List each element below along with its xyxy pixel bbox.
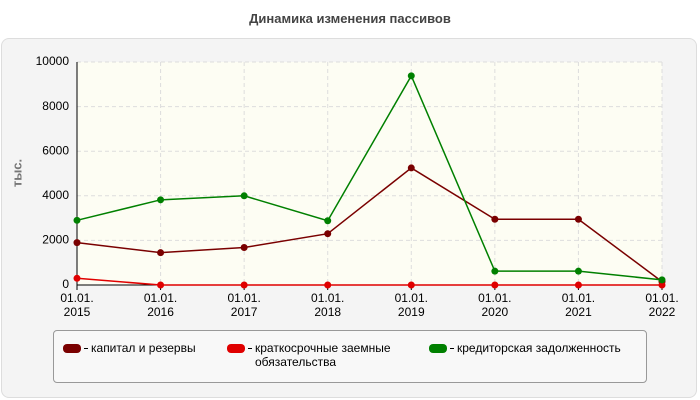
legend-dash	[84, 348, 88, 349]
plot-area	[77, 62, 662, 285]
y-tick-label: 4000	[42, 188, 69, 202]
point	[240, 244, 248, 252]
point	[324, 281, 332, 289]
chart-title: Динамика изменения пассивов	[249, 11, 451, 26]
legend-label: капитал и резервы	[91, 341, 196, 355]
point	[324, 230, 332, 238]
line	[76, 74, 663, 281]
line	[76, 277, 662, 286]
point	[240, 281, 248, 289]
x-tick-label: 01.01. 2021	[561, 291, 596, 319]
legend-swatch	[429, 344, 447, 353]
x-tick-label: 01.01. 2015	[60, 291, 94, 319]
point	[324, 217, 332, 225]
point	[407, 164, 415, 172]
point	[157, 281, 165, 289]
point	[407, 72, 415, 80]
legend-item: кредиторская задолженность	[429, 341, 639, 355]
point	[407, 281, 415, 289]
y-tick-label: 0	[62, 277, 69, 291]
legend-swatch	[63, 344, 81, 353]
point	[240, 192, 248, 200]
line	[76, 167, 663, 283]
x-tick-label: 01.01. 2019	[394, 291, 428, 319]
x-tick-label: 01.01. 2022	[645, 291, 679, 319]
point	[574, 281, 582, 289]
legend-dash	[248, 348, 252, 349]
point	[491, 267, 499, 275]
point	[491, 215, 499, 223]
y-axis-label: тыс.	[9, 159, 24, 187]
point	[574, 267, 582, 275]
legend-label: кредиторская задолженность	[457, 341, 621, 355]
legend-item: капитал и резервы	[63, 341, 213, 355]
point	[73, 216, 81, 224]
y-tick-label: 8000	[42, 99, 69, 113]
legend-item: краткосрочные заемные обязательства	[227, 341, 407, 369]
legend-swatch	[227, 344, 245, 353]
x-tick-label: 01.01. 2016	[143, 291, 178, 319]
point	[73, 274, 81, 282]
point	[157, 196, 165, 204]
legend-label: краткосрочные заемные обязательства	[255, 341, 391, 369]
point	[574, 215, 582, 223]
point	[157, 249, 165, 257]
y-tick-label: 6000	[42, 143, 69, 157]
point	[73, 239, 81, 247]
point	[658, 276, 666, 284]
legend-dash	[450, 348, 454, 349]
point	[658, 281, 666, 289]
x-tick-label: 01.01. 2020	[478, 291, 512, 319]
y-tick-label: 10000	[36, 54, 70, 68]
point	[491, 281, 499, 289]
x-tick-label: 01.01. 2017	[227, 291, 261, 319]
x-tick-label: 01.01. 2018	[311, 291, 345, 319]
y-tick-label: 2000	[42, 233, 69, 247]
legend: капитал и резервы краткосрочные заемные о…	[53, 330, 647, 383]
